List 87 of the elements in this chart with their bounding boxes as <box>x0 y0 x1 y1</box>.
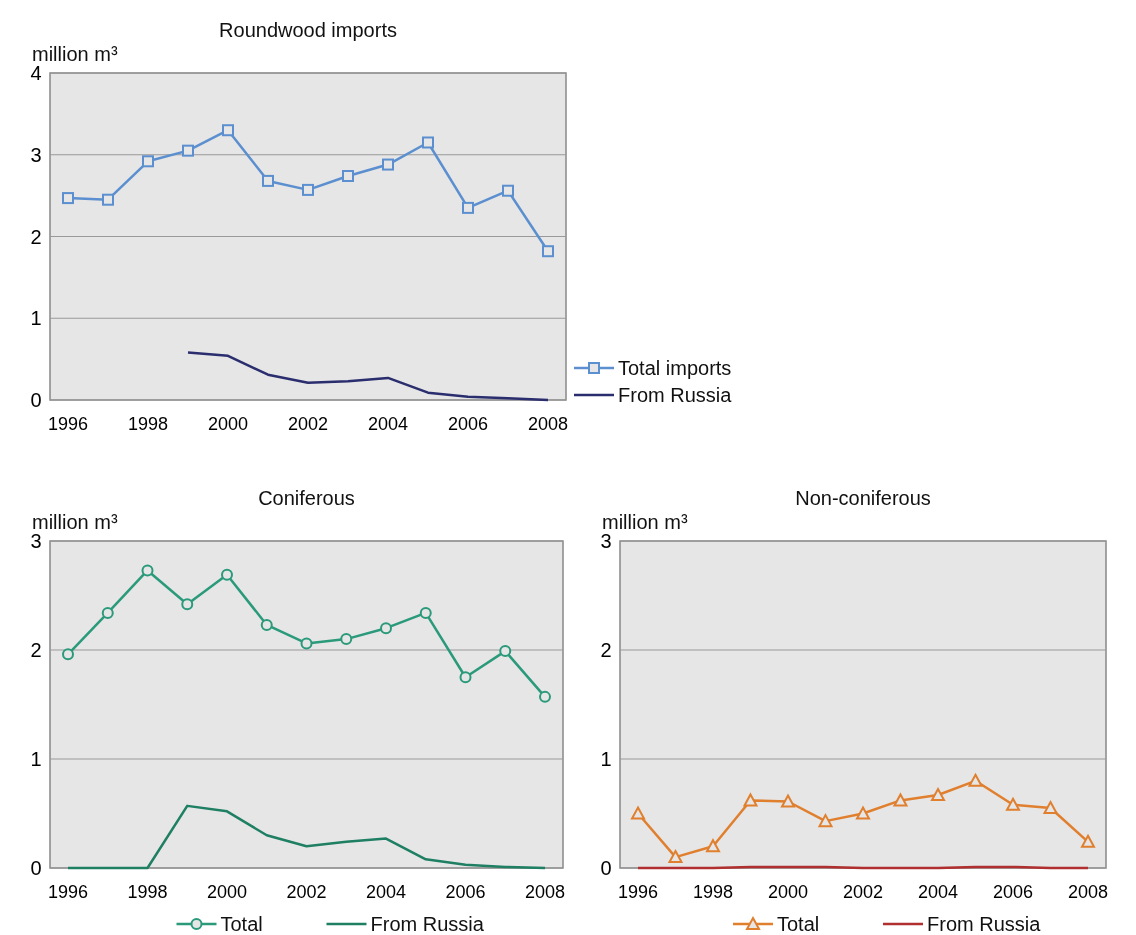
x-tick-label: 2000 <box>207 414 249 434</box>
x-tick-label: 1996 <box>47 414 89 434</box>
point <box>631 806 645 820</box>
point <box>422 136 434 149</box>
x-tick-label: 2006 <box>445 882 486 902</box>
point <box>142 155 154 168</box>
point <box>818 814 833 828</box>
y-tick-label: 4 <box>30 62 42 84</box>
point <box>706 839 720 853</box>
point <box>856 806 870 820</box>
x-tick-label: 1996 <box>617 882 659 902</box>
x-tick-label: 1998 <box>127 882 168 902</box>
point <box>340 633 353 646</box>
point <box>542 245 554 258</box>
legend-label: From Russia <box>618 384 733 406</box>
point <box>893 793 908 807</box>
y-tick-label: 2 <box>600 639 612 661</box>
point <box>459 671 472 684</box>
point <box>743 793 758 807</box>
y-tick-label: 3 <box>600 530 612 552</box>
y-axis-title: million m³ <box>602 511 688 533</box>
chart-title: Coniferous <box>258 487 355 509</box>
point <box>380 622 392 635</box>
point <box>668 850 683 864</box>
line-series <box>186 351 550 402</box>
chart-title: Non-coniferous <box>795 487 931 509</box>
y-tick-label: 0 <box>30 389 42 411</box>
y-tick-label: 2 <box>30 639 42 661</box>
point <box>781 794 795 808</box>
point <box>1006 797 1020 811</box>
point <box>502 184 514 197</box>
point <box>342 170 354 183</box>
y-tick-label: 2 <box>30 225 42 248</box>
line-series <box>66 804 547 870</box>
y-tick-label: 0 <box>600 857 612 879</box>
y-tick-label: 0 <box>30 857 42 879</box>
x-tick-label: 2006 <box>992 882 1034 902</box>
point <box>419 606 432 619</box>
legend-label: From Russia <box>370 913 485 935</box>
x-tick-label: 2006 <box>447 414 489 434</box>
x-tick-label: 2000 <box>767 882 809 902</box>
point <box>181 598 194 611</box>
x-tick-label: 2000 <box>206 882 248 902</box>
y-tick-label: 3 <box>30 143 42 166</box>
x-tick-label: 1998 <box>127 414 169 434</box>
x-tick-label: 1996 <box>47 882 89 902</box>
point <box>221 568 233 581</box>
point <box>260 618 273 631</box>
point <box>968 773 983 787</box>
point <box>931 787 945 801</box>
chart-title: Roundwood imports <box>219 19 397 41</box>
legend-label: Total <box>220 913 263 935</box>
point <box>262 174 274 187</box>
x-tick-label: 1998 <box>692 882 734 902</box>
point <box>302 183 314 196</box>
point <box>102 193 114 206</box>
x-tick-label: 2002 <box>287 414 329 434</box>
x-tick-label: 2002 <box>286 882 327 902</box>
point <box>1043 801 1058 815</box>
point <box>222 124 234 137</box>
point <box>62 648 74 661</box>
legend-label: Total <box>777 913 820 935</box>
x-tick-label: 2008 <box>1067 882 1109 902</box>
point <box>462 201 474 214</box>
x-tick-label: 2004 <box>367 414 409 434</box>
point <box>182 144 194 157</box>
point <box>300 637 313 650</box>
y-tick-label: 1 <box>30 748 42 770</box>
point <box>62 192 74 205</box>
y-tick-label: 3 <box>30 530 42 552</box>
legend-label: From Russia <box>927 913 1042 935</box>
y-tick-label: 1 <box>30 307 42 330</box>
point <box>382 158 394 171</box>
point <box>539 690 551 703</box>
point <box>141 564 154 577</box>
point <box>499 645 512 658</box>
x-tick-label: 2008 <box>524 882 566 902</box>
legend-label: Total imports <box>618 357 732 379</box>
point <box>101 606 114 619</box>
x-tick-label: 2004 <box>917 882 959 902</box>
x-tick-label: 2008 <box>527 414 569 434</box>
y-axis-title: million m³ <box>32 43 118 65</box>
y-axis-title: million m³ <box>32 511 118 533</box>
x-tick-label: 2002 <box>842 882 884 902</box>
y-tick-label: 1 <box>600 748 612 770</box>
x-tick-label: 2004 <box>365 882 407 902</box>
point <box>1081 834 1095 848</box>
